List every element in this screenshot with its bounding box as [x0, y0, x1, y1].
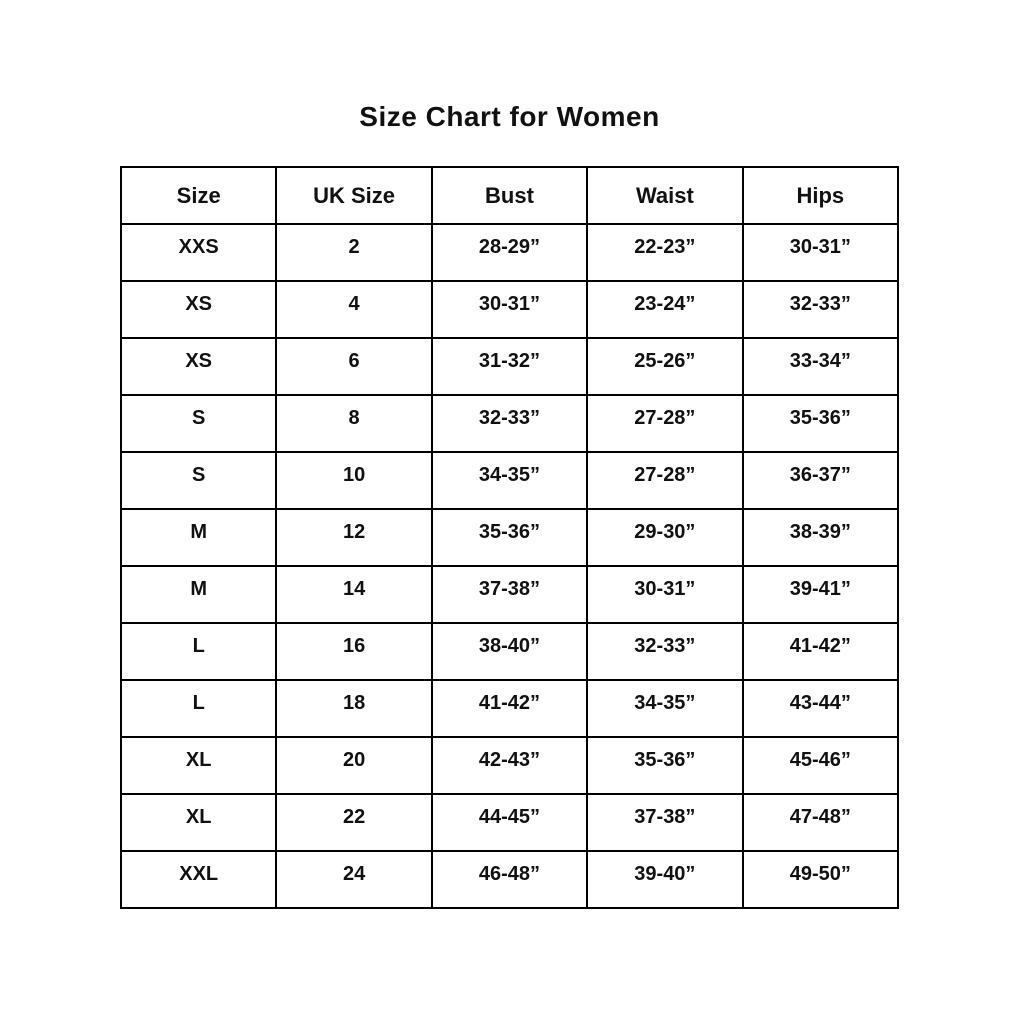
table-body: XXS 2 28-29” 22-23” 30-31” XS 4 30-31” 23-24” 32-…: [119, 223, 900, 909]
table-cell: 14: [275, 565, 433, 624]
table-cell: L: [119, 679, 278, 738]
table-cell: 35-36”: [430, 508, 589, 567]
page-title: Size Chart for Women: [359, 101, 660, 132]
table-cell: 4: [275, 280, 433, 339]
table-cell: S: [119, 451, 278, 510]
table-row: M 12 35-36” 29-30” 38-39”: [119, 508, 900, 567]
table-cell: 34-35”: [430, 451, 589, 510]
table-cell: 35-36”: [741, 394, 900, 453]
table-cell: 23-24”: [586, 280, 744, 339]
table-cell: 32-33”: [586, 622, 744, 681]
table-row: XL 22 44-45” 37-38” 47-48”: [119, 793, 900, 852]
table-cell: 10: [275, 451, 433, 510]
column-header: Waist: [586, 166, 744, 225]
table-cell: 27-28”: [586, 394, 744, 453]
table-cell: 42-43”: [430, 736, 589, 795]
table-cell: 24: [275, 850, 433, 909]
table-cell: 41-42”: [741, 622, 900, 681]
table-cell: 29-30”: [586, 508, 744, 567]
table-cell: 12: [275, 508, 433, 567]
table-cell: 38-40”: [430, 622, 589, 681]
table-cell: M: [119, 565, 278, 624]
table-cell: 33-34”: [741, 337, 900, 396]
table-header: Size UK Size Bust Waist Hips: [119, 166, 900, 225]
size-chart-table: Size UK Size Bust Waist Hips XXS 2 28-29” 22-23…: [119, 166, 900, 909]
table-cell: 22: [275, 793, 433, 852]
table-cell: 43-44”: [741, 679, 900, 738]
table-cell: 18: [275, 679, 433, 738]
header-row: Size UK Size Bust Waist Hips: [119, 166, 900, 225]
table-cell: 49-50”: [741, 850, 900, 909]
table-cell: 30-31”: [430, 280, 589, 339]
table-cell: 37-38”: [430, 565, 589, 624]
table-cell: 35-36”: [586, 736, 744, 795]
table-cell: 34-35”: [586, 679, 744, 738]
table-cell: 45-46”: [741, 736, 900, 795]
table-cell: XL: [119, 793, 278, 852]
table-cell: XS: [119, 337, 278, 396]
table-cell: XS: [119, 280, 278, 339]
table-cell: 32-33”: [430, 394, 589, 453]
table-cell: 39-40”: [586, 850, 744, 909]
table-cell: 36-37”: [741, 451, 900, 510]
table-cell: 22-23”: [586, 223, 744, 282]
table-row: M 14 37-38” 30-31” 39-41”: [119, 565, 900, 624]
table-row: S 8 32-33” 27-28” 35-36”: [119, 394, 900, 453]
table-cell: XXL: [119, 850, 278, 909]
table-cell: 25-26”: [586, 337, 744, 396]
table-cell: 20: [275, 736, 433, 795]
table-cell: L: [119, 622, 278, 681]
table-cell: XXS: [119, 223, 278, 282]
table-cell: M: [119, 508, 278, 567]
table-cell: 28-29”: [430, 223, 589, 282]
table-cell: 41-42”: [430, 679, 589, 738]
table-row: XL 20 42-43” 35-36” 45-46”: [119, 736, 900, 795]
table-cell: 44-45”: [430, 793, 589, 852]
table-row: L 18 41-42” 34-35” 43-44”: [119, 679, 900, 738]
table-cell: S: [119, 394, 278, 453]
table-cell: 6: [275, 337, 433, 396]
table-row: XS 4 30-31” 23-24” 32-33”: [119, 280, 900, 339]
table-row: XS 6 31-32” 25-26” 33-34”: [119, 337, 900, 396]
table-cell: 38-39”: [741, 508, 900, 567]
column-header: Bust: [430, 166, 589, 225]
table-cell: 31-32”: [430, 337, 589, 396]
table-row: S 10 34-35” 27-28” 36-37”: [119, 451, 900, 510]
table-cell: 47-48”: [741, 793, 900, 852]
table-cell: 46-48”: [430, 850, 589, 909]
table-cell: 37-38”: [586, 793, 744, 852]
column-header: Hips: [741, 166, 900, 225]
column-header: UK Size: [275, 166, 433, 225]
table-cell: 27-28”: [586, 451, 744, 510]
column-header: Size: [119, 166, 278, 225]
table-row: XXL 24 46-48” 39-40” 49-50”: [119, 850, 900, 909]
table-row: XXS 2 28-29” 22-23” 30-31”: [119, 223, 900, 282]
table-cell: XL: [119, 736, 278, 795]
table-cell: 8: [275, 394, 433, 453]
table-cell: 2: [275, 223, 433, 282]
table-cell: 16: [275, 622, 433, 681]
table-row: L 16 38-40” 32-33” 41-42”: [119, 622, 900, 681]
table-cell: 32-33”: [741, 280, 900, 339]
table-cell: 30-31”: [586, 565, 744, 624]
table-cell: 39-41”: [741, 565, 900, 624]
table-cell: 30-31”: [741, 223, 900, 282]
